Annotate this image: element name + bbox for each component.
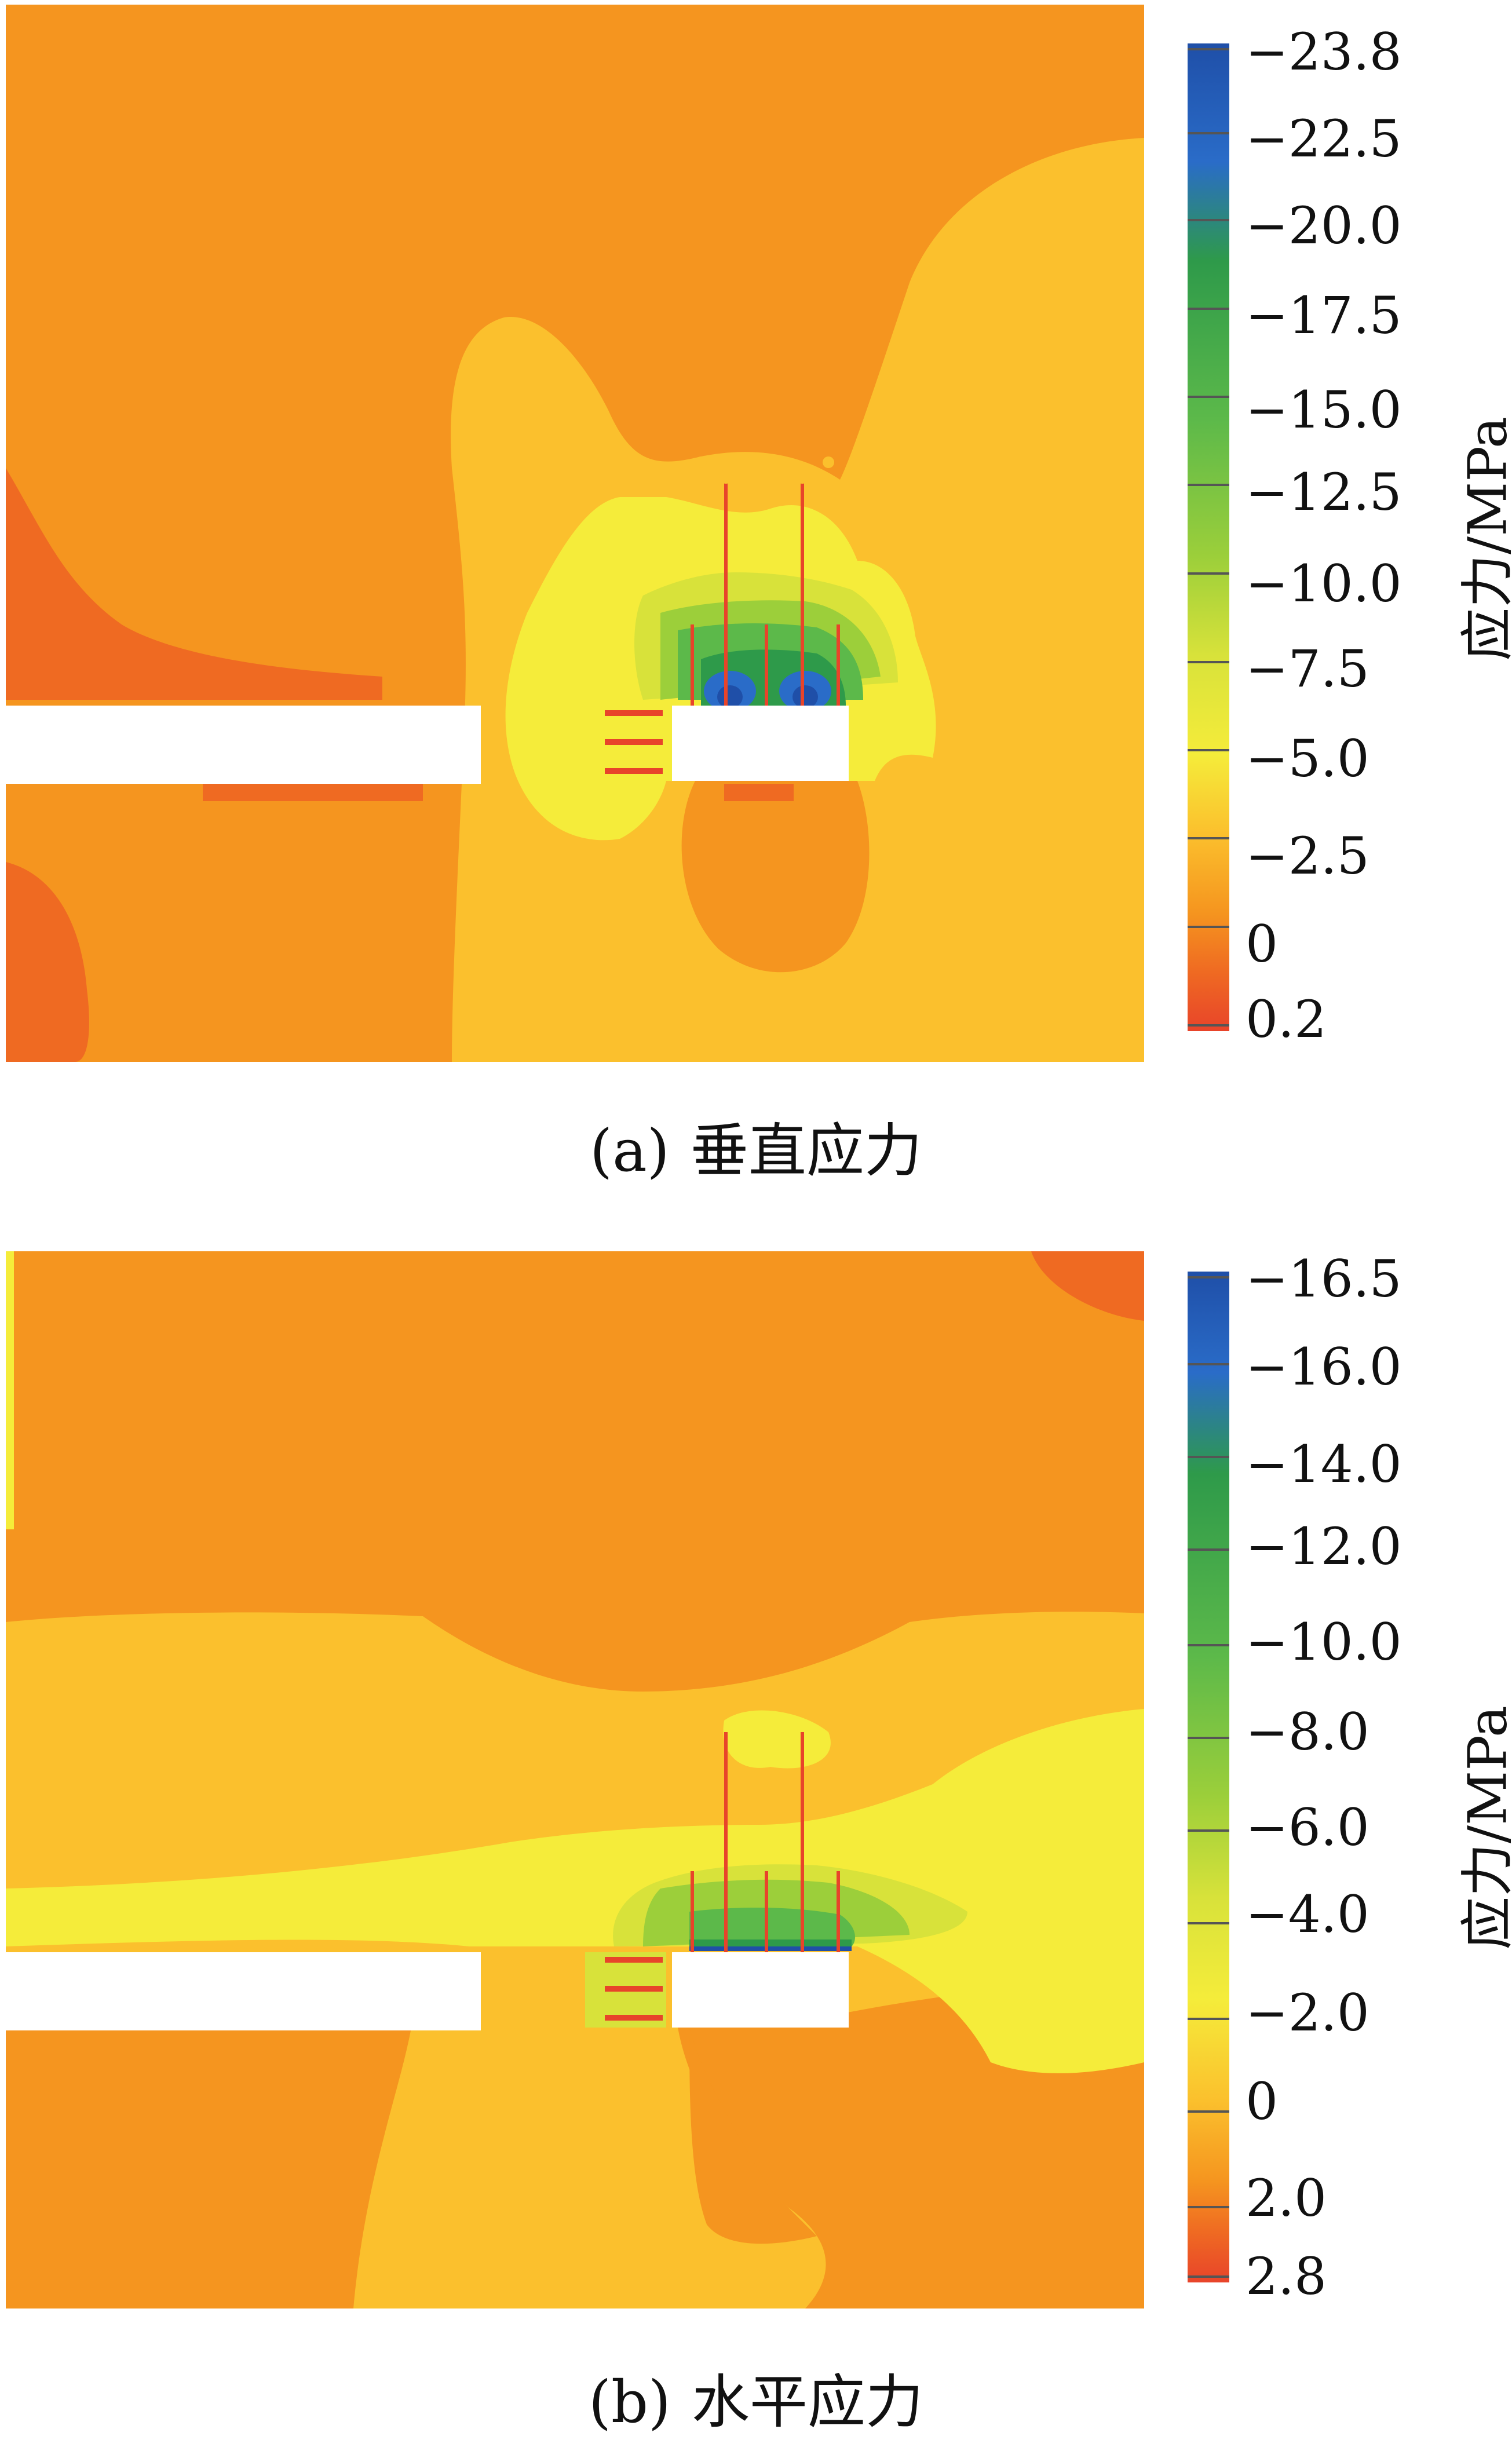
colorbar-tick-label: 0: [1246, 2072, 1278, 2131]
colorbar-tick-label: −2.0: [1246, 1983, 1369, 2043]
colorbar-tick-label: −14.0: [1246, 1434, 1402, 1494]
colorbar-tick-label: −23.8: [1246, 22, 1402, 82]
colorbar-tick-label: −16.5: [1246, 1249, 1402, 1309]
colorbar-tick-label: −10.0: [1246, 1612, 1402, 1672]
figure-caption: (a) 垂直应力: [0, 1104, 1512, 1188]
colorbar-tick-label: −17.5: [1246, 286, 1402, 345]
colorbar-tick-label: −20.0: [1246, 196, 1402, 255]
caption-text: 水平应力: [692, 2368, 924, 2436]
horizontal-stress-contour-map: [6, 1251, 1144, 2308]
vertical-stress-contour-map: [6, 5, 1144, 1062]
horizontal-stress-colorbar: [1188, 1272, 1229, 2282]
colorbar-tick-label: −10.0: [1246, 554, 1402, 613]
caption-text: 垂直应力: [690, 1117, 922, 1185]
colorbar-tick-label: −6.0: [1246, 1798, 1369, 1857]
colorbar-tick-label: −16.0: [1246, 1337, 1402, 1397]
panel-horizontal-stress: −16.5 −16.0 −14.0 −12.0 −10.0 −8.0 −6.0 …: [0, 1240, 1512, 2440]
caption-label: (b): [588, 2368, 671, 2436]
caption-label: (a): [590, 1117, 670, 1185]
colorbar-tick-label: 2.0: [1246, 2168, 1327, 2228]
colorbar-tick-label: −12.5: [1246, 462, 1402, 522]
colorbar-tick-label: 2.8: [1246, 2247, 1327, 2306]
colorbar-tick-label: −15.0: [1246, 380, 1402, 440]
colorbar-tick-label: 0: [1246, 914, 1278, 974]
colorbar-tick-label: −5.0: [1246, 729, 1369, 788]
colorbar-tick-label: −22.5: [1246, 109, 1402, 169]
colorbar-axis-title: 应力/MPa: [1456, 1705, 1512, 1950]
colorbar-tick-label: −12.0: [1246, 1517, 1402, 1576]
colorbar-tick-label: −4.0: [1246, 1884, 1369, 1944]
colorbar-tick-label: 0.2: [1246, 989, 1327, 1049]
colorbar-tick-label: −8.0: [1246, 1702, 1369, 1762]
colorbar-tick-label: −7.5: [1246, 639, 1369, 699]
colorbar-tick-label: −2.5: [1246, 826, 1369, 886]
vertical-stress-colorbar: [1188, 43, 1229, 1031]
panel-vertical-stress: −23.8 −22.5 −20.0 −17.5 −15.0 −12.5 −10.…: [0, 5, 1512, 1188]
colorbar-axis-title: 应力/MPa: [1456, 417, 1512, 661]
figure-caption: (b) 水平应力: [0, 2355, 1512, 2439]
